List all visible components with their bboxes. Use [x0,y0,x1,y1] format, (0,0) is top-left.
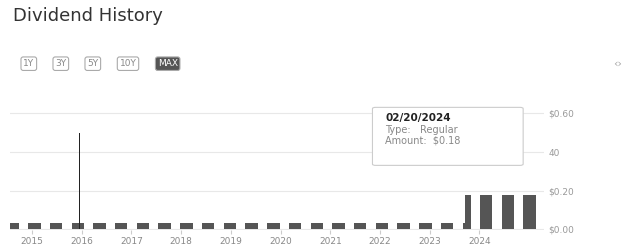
Text: 5Y: 5Y [87,59,99,68]
Text: Dividend History: Dividend History [13,7,163,25]
Text: ‹›: ‹› [613,59,622,69]
Text: Amount:  $0.18: Amount: $0.18 [385,135,461,146]
Text: 3Y: 3Y [55,59,67,68]
Text: MAX: MAX [157,59,178,68]
Text: 02/20/2024: 02/20/2024 [385,113,451,123]
Text: Type:   Regular: Type: Regular [385,125,458,135]
Text: 1Y: 1Y [23,59,35,68]
Text: 10Y: 10Y [120,59,136,68]
